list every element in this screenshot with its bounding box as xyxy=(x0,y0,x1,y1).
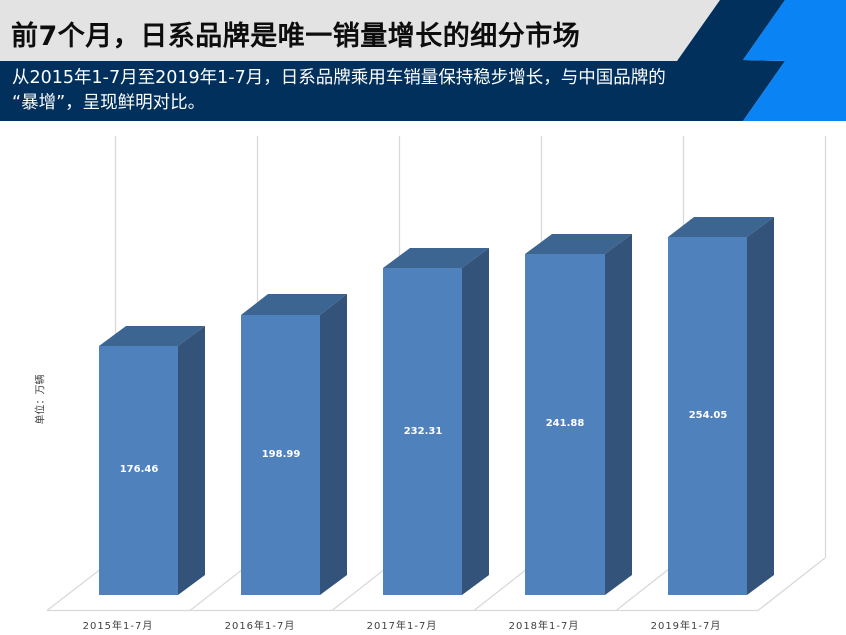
bar-side-face xyxy=(747,217,774,595)
header-banner xyxy=(0,0,846,122)
bar-side-face xyxy=(605,234,632,595)
subtitle-navy-band xyxy=(0,0,785,121)
bar-top-face xyxy=(383,248,489,268)
data-label-2019: 254.05 xyxy=(688,410,728,421)
bar-side-face xyxy=(462,248,489,595)
bar-front-face xyxy=(525,254,605,595)
bar-2016[interactable] xyxy=(241,294,347,595)
bar-2017[interactable] xyxy=(383,248,489,595)
bar-top-face xyxy=(99,326,205,346)
subtitle-line-2: “暴增”，呈现鲜明对比。 xyxy=(12,93,206,113)
bar-2019[interactable] xyxy=(668,217,774,595)
y-axis-unit-label: 单位：万辆 xyxy=(35,374,47,425)
accent-lightning-shape xyxy=(743,0,846,121)
x-axis-label-2017: 2017年1-7月 xyxy=(366,621,438,632)
bar-front-face xyxy=(383,268,462,595)
data-label-2018: 241.88 xyxy=(545,418,585,429)
data-label-2015: 176.46 xyxy=(119,464,159,475)
bar-side-face xyxy=(320,294,347,595)
bar-front-face xyxy=(241,315,320,595)
bar-2018[interactable] xyxy=(525,234,632,595)
x-axis-label-2016: 2016年1-7月 xyxy=(224,621,296,632)
bar-side-face xyxy=(178,326,205,595)
data-label-2017: 232.31 xyxy=(403,426,443,437)
x-axis-label-2018: 2018年1-7月 xyxy=(508,621,580,632)
bar-top-face xyxy=(668,217,774,237)
bar-front-face xyxy=(668,237,747,595)
bar-chart xyxy=(46,136,827,612)
bar-top-face xyxy=(241,294,347,315)
title-gray-band xyxy=(0,0,720,61)
bar-2015[interactable] xyxy=(99,326,205,595)
bar-top-face xyxy=(525,234,632,254)
x-axis-label-2019: 2019年1-7月 xyxy=(650,621,722,632)
page-title: 前7个月，日系品牌是唯一销量增长的细分市场 xyxy=(11,21,581,52)
bar-front-face xyxy=(99,346,178,595)
data-label-2016: 198.99 xyxy=(261,449,301,460)
x-axis-label-2015: 2015年1-7月 xyxy=(82,621,154,632)
subtitle-line-1: 从2015年1-7月至2019年1-7月，日系品牌乘用车销量保持稳步增长，与中国… xyxy=(12,68,666,88)
page-subtitle: 从2015年1-7月至2019年1-7月，日系品牌乘用车销量保持稳步增长，与中国… xyxy=(12,66,732,116)
